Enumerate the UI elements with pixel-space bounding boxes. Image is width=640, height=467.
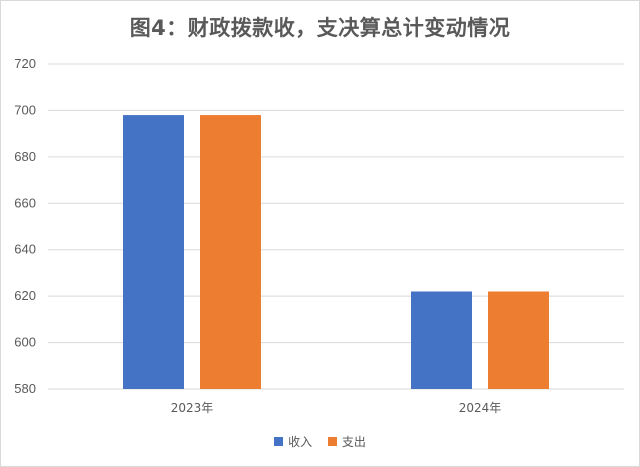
bar-income-0 <box>123 115 184 390</box>
y-tick-label: 640 <box>14 242 36 257</box>
legend-label-expense: 支出 <box>341 435 366 449</box>
legend-swatch-expense <box>327 437 337 446</box>
chart-title: 图4：财政拨款收，支决算总计变动情况 <box>129 16 511 40</box>
legend: 收入 支出 <box>0 433 640 450</box>
bar-income-1 <box>411 291 472 389</box>
y-tick-label: 720 <box>14 56 36 71</box>
x-category-label: 2024年 <box>459 401 502 415</box>
legend-item-income: 收入 <box>274 433 312 450</box>
y-tick-label: 700 <box>14 102 36 117</box>
y-tick-label: 580 <box>14 381 36 396</box>
y-tick-label: 680 <box>14 149 36 164</box>
x-category-label: 2023年 <box>171 401 214 415</box>
bar-expense-0 <box>200 115 261 390</box>
legend-swatch-income <box>274 437 284 446</box>
y-tick-label: 600 <box>14 335 36 350</box>
legend-item-expense: 支出 <box>327 433 366 450</box>
legend-label-income: 收入 <box>288 435 313 449</box>
bar-expense-1 <box>488 291 549 389</box>
y-tick-label: 620 <box>14 288 36 303</box>
y-tick-label: 660 <box>14 195 36 210</box>
